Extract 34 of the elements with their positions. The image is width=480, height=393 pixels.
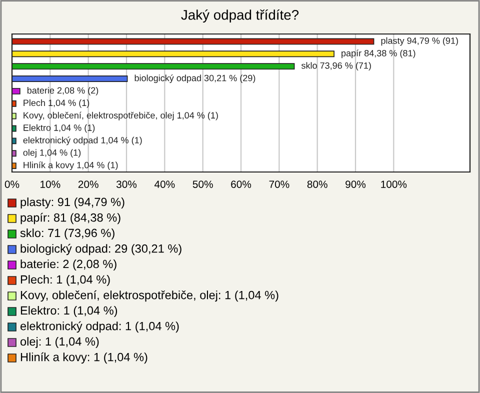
x-tick-label: 20%: [78, 180, 98, 188]
text: Plech: 1 (1,04 %): [20, 274, 110, 286]
text: olej: 1 (1,04 %): [20, 336, 99, 348]
text: biologický odpad: 29 (30,21 %): [20, 244, 182, 256]
text: Hliník a kovy: 1 (1,04 %): [20, 352, 148, 364]
x-tick-label: 60%: [231, 180, 252, 188]
x-tick-label: 50%: [192, 180, 213, 188]
data-label: sklo 73,96 % (71): [301, 62, 371, 71]
x-tick-label: 30%: [116, 180, 137, 188]
data-label: biologický odpad 30,21 % (29): [134, 74, 256, 84]
data-label: papír 84,38 % (81): [342, 50, 416, 58]
x-tick-label: 70%: [269, 180, 290, 188]
data-label: olej 1,04 % (1): [23, 149, 81, 158]
data-label: Plech 1,04 % (1): [24, 99, 90, 108]
x-tick-label: 80%: [307, 180, 328, 188]
text: sklo: 71 (73,96 %): [20, 228, 114, 240]
data-label: Hliník a kovy 1,04 % (1): [24, 162, 118, 170]
text: Elektro: 1 (1,04 %): [20, 306, 118, 317]
x-tick-label: 0%: [4, 180, 20, 188]
text: elektronický odpad: 1 (1,04 %): [20, 321, 179, 333]
text: papír: 81 (84,38 %): [20, 212, 120, 224]
x-tick-label: 100%: [381, 180, 407, 188]
x-tick-label: 90%: [346, 180, 366, 188]
data-label: plasty 94,79 % (91): [381, 37, 458, 46]
text: Kovy, oblečení, elektrospotřebiče, olej: 1 (1,04 %): [20, 290, 278, 302]
data-label: elektronický odpad 1,04 % (1): [23, 136, 142, 146]
text: plasty: 91 (94,79 %): [20, 197, 124, 209]
data-label: Elektro 1,04 % (1): [24, 124, 95, 133]
data-label: Kovy, oblečení, elektrospotřebiče, olej 1,04 % (1): [24, 112, 218, 120]
x-tick-label: 10%: [40, 180, 60, 188]
chart-title: Jaký odpad třídíte?: [181, 9, 299, 23]
text: baterie: 2 (2,08 %): [20, 259, 116, 270]
x-tick-label: 40%: [154, 180, 175, 188]
data-label: baterie 2,08 % (2): [27, 86, 98, 96]
